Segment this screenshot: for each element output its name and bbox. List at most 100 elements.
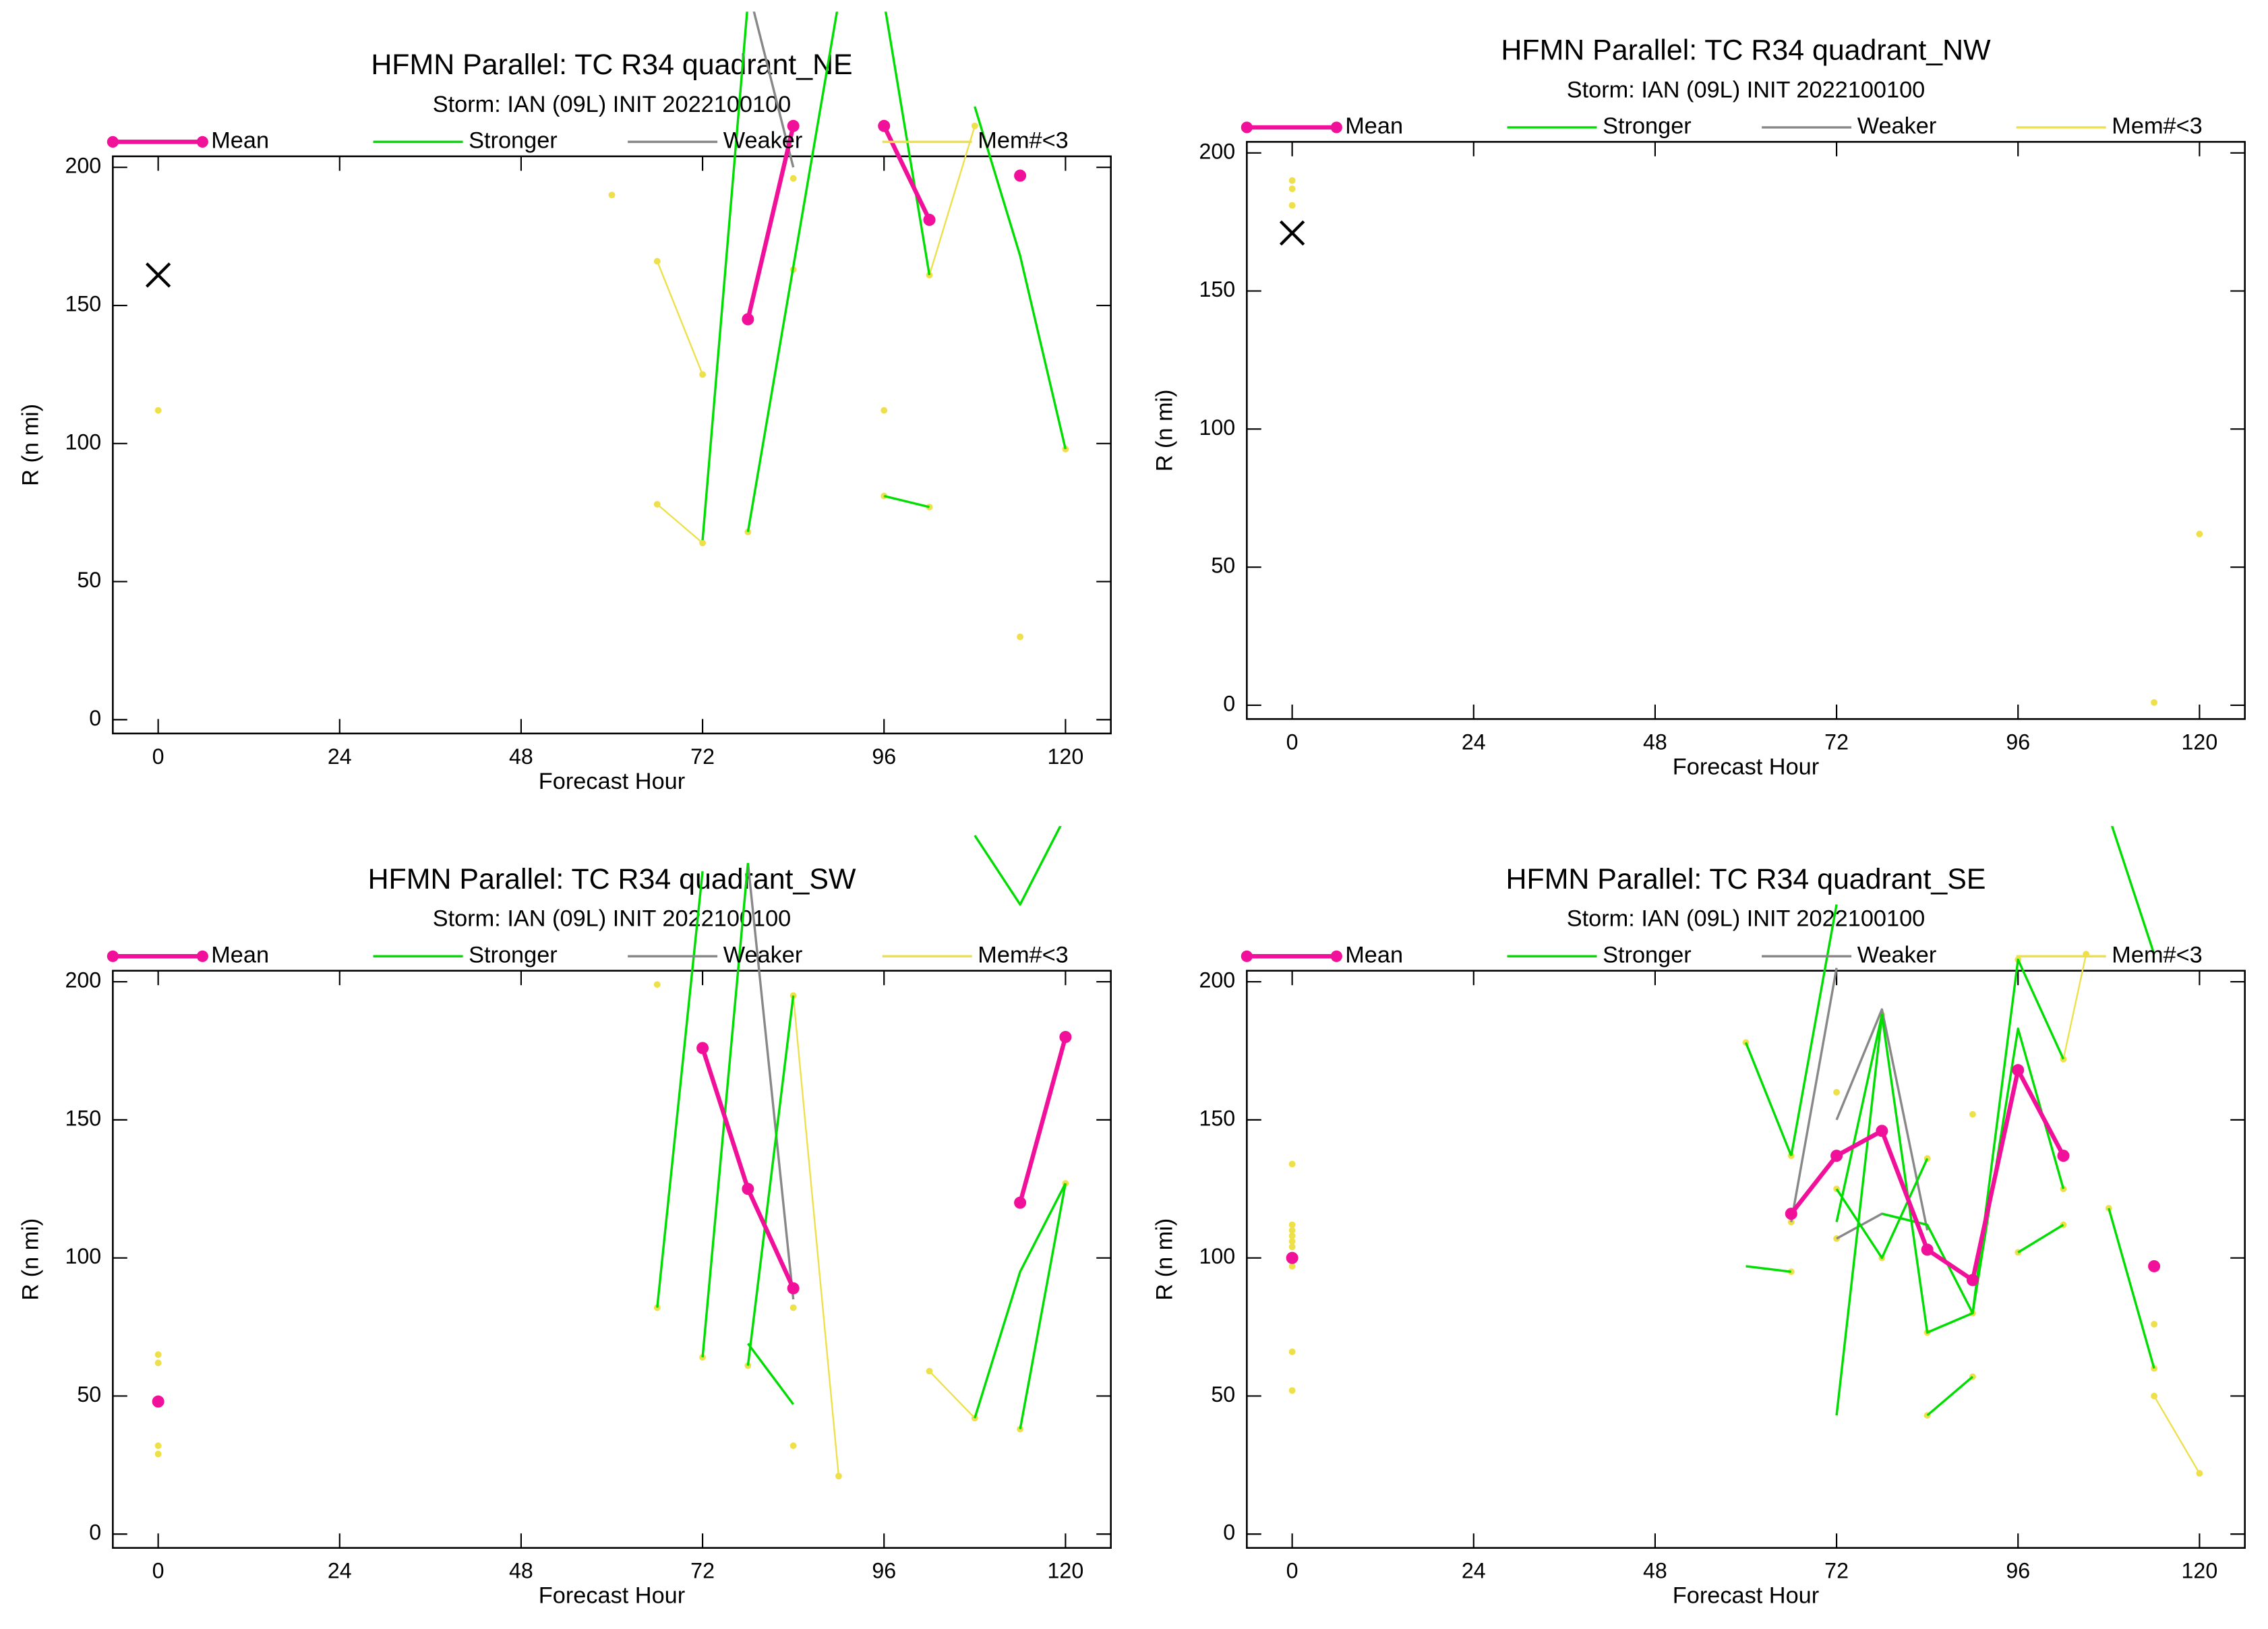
y-tick-label: 200 xyxy=(65,968,101,993)
member-dot xyxy=(154,1359,162,1367)
series-line xyxy=(1745,1265,1791,1273)
member-dot xyxy=(1288,1387,1296,1394)
member-dot xyxy=(699,539,707,547)
x-tick-label: 120 xyxy=(2182,1559,2218,1583)
member-dot xyxy=(154,407,162,414)
series-line xyxy=(752,11,795,168)
member-dot xyxy=(1833,1088,1841,1096)
y-tick-label: 200 xyxy=(65,154,101,178)
member-dot xyxy=(1288,185,1296,192)
x-tick-label: 96 xyxy=(872,1559,896,1583)
mean-dot xyxy=(1014,169,1027,182)
series-line xyxy=(792,995,840,1477)
series-line xyxy=(974,106,1067,450)
member-dot xyxy=(881,407,888,414)
legend-label: Weaker xyxy=(1857,113,1937,139)
mean-dot xyxy=(1059,1030,1072,1044)
y-axis-label: R (n mi) xyxy=(1152,389,1177,471)
member-dot xyxy=(1969,1110,1976,1118)
member-dot xyxy=(154,1351,162,1358)
y-tick-label: 50 xyxy=(77,1382,101,1406)
legend-marker xyxy=(107,950,119,962)
y-axis-label: R (n mi) xyxy=(1152,1218,1177,1301)
mean-dot xyxy=(1785,1208,1797,1220)
legend-label: Stronger xyxy=(469,127,558,153)
series-line xyxy=(2108,1208,2155,1369)
legend-label: Mean xyxy=(1345,942,1403,968)
mean-dot xyxy=(878,119,891,132)
legend-marker xyxy=(1330,121,1342,134)
member-dot xyxy=(789,175,797,182)
x-tick-label: 24 xyxy=(1462,1559,1486,1583)
member-dot xyxy=(653,500,661,508)
chart-title: HFMN Parallel: TC R34 quadrant_SE xyxy=(1506,863,1986,895)
member-dot xyxy=(154,1442,162,1450)
mean-dot xyxy=(1921,1243,1934,1256)
y-tick-label: 200 xyxy=(1199,139,1235,163)
legend-marker xyxy=(1241,950,1253,962)
member-dot xyxy=(608,191,616,199)
legend-marker xyxy=(1241,121,1253,134)
plot-frame xyxy=(1246,141,2246,720)
mean-dot xyxy=(923,214,936,227)
series-line xyxy=(1926,1375,1974,1417)
series-line xyxy=(1017,1036,1068,1204)
y-tick-label: 50 xyxy=(1211,554,1235,578)
x-tick-label: 96 xyxy=(2006,1559,2030,1583)
mean-dot xyxy=(742,313,754,326)
series-line xyxy=(884,11,931,276)
mean-dot xyxy=(152,1395,165,1408)
x-tick-label: 120 xyxy=(1048,1559,1084,1583)
y-tick-label: 150 xyxy=(1199,1106,1235,1130)
panel: HFMN Parallel: TC R34 quadrant_NE Storm: … xyxy=(18,11,1112,794)
y-tick-label: 100 xyxy=(65,430,101,454)
mean-dot xyxy=(1966,1274,1979,1286)
member-dot xyxy=(835,1473,842,1480)
y-tick-label: 100 xyxy=(65,1244,101,1268)
legend-label: Weaker xyxy=(1857,942,1937,968)
series-line xyxy=(1790,968,1838,1222)
y-tick-label: 150 xyxy=(65,1106,101,1130)
y-tick-label: 50 xyxy=(1211,1382,1235,1406)
observed-marker xyxy=(145,262,171,288)
mean-dot xyxy=(1286,1251,1299,1264)
series-line xyxy=(2062,953,2087,1060)
member-dot xyxy=(653,981,661,988)
member-dot xyxy=(744,528,752,535)
chart-subtitle: Storm: IAN (09L) INIT 2022100100 xyxy=(1567,77,1926,102)
member-dot xyxy=(1288,1348,1296,1355)
member-dot xyxy=(653,258,661,265)
member-dot xyxy=(1288,177,1296,184)
plot-frame xyxy=(112,155,1112,735)
series-line xyxy=(974,826,1062,906)
series-line xyxy=(1790,904,1838,1156)
mean-dot xyxy=(1830,1150,1843,1162)
x-tick-label: 72 xyxy=(1824,730,1849,754)
chart-title: HFMN Parallel: TC R34 quadrant_SW xyxy=(368,863,856,895)
legend-label: Mean xyxy=(211,127,269,153)
legend-label: Mean xyxy=(211,942,269,968)
legend-label: Mem#<3 xyxy=(2112,113,2202,139)
y-tick-label: 150 xyxy=(65,292,101,316)
series-line xyxy=(656,261,704,375)
series-line xyxy=(1835,1008,1929,1231)
member-dot xyxy=(1288,1238,1296,1245)
chart-subtitle: Storm: IAN (09L) INIT 2022100100 xyxy=(1567,906,1926,932)
x-tick-label: 0 xyxy=(1286,1559,1299,1583)
x-axis-label: Forecast Hour xyxy=(539,769,685,794)
series-line xyxy=(746,125,796,320)
member-dot xyxy=(2196,1470,2203,1477)
series-line xyxy=(746,11,839,533)
series-line xyxy=(2110,826,2155,955)
series-line xyxy=(974,1183,1067,1419)
x-tick-label: 72 xyxy=(1824,1559,1849,1583)
member-dot xyxy=(1288,202,1296,209)
legend-label: Mem#<3 xyxy=(978,942,1068,968)
y-axis-label: R (n mi) xyxy=(18,404,43,486)
series-layer xyxy=(1286,826,2203,1477)
member-dot xyxy=(2196,531,2203,537)
y-tick-label: 150 xyxy=(1199,277,1235,301)
chart-subtitle: Storm: IAN (09L) INIT 2022100100 xyxy=(433,906,792,932)
series-line xyxy=(1835,1158,1929,1260)
x-tick-label: 24 xyxy=(328,1559,352,1583)
